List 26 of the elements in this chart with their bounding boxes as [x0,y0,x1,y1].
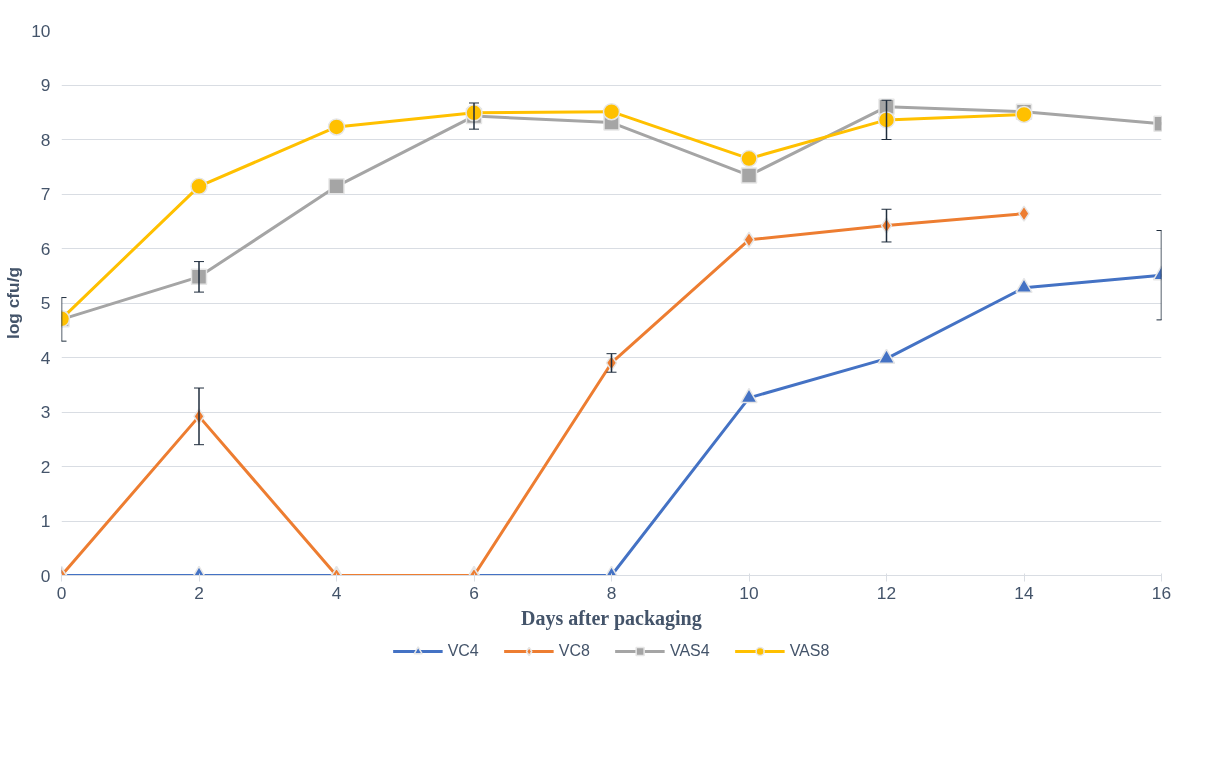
x-tick-label: 12 [876,582,897,603]
legend-label: VC8 [558,642,590,660]
y-tick-label: 9 [40,75,51,95]
y-tick-label: 3 [40,402,51,422]
x-tick-label: 6 [469,582,479,603]
x-tick-label: 4 [331,582,342,603]
legend-label: VAS8 [789,642,830,660]
x-tick-label: 8 [606,582,617,603]
y-tick-label: 1 [40,511,51,531]
y-tick-label: 7 [40,184,51,204]
y-tick-label: 6 [40,238,51,259]
x-tick-label: 10 [739,582,759,603]
x-axis-title: Days after packaging [520,606,702,630]
y-tick-label: 2 [40,456,51,477]
y-tick-label: 0 [40,565,51,586]
legend-label: VC4 [447,642,479,660]
x-tick-label: 14 [1014,582,1034,603]
y-tick-label: 5 [40,293,51,313]
y-axis-title: log cfu/g [3,266,24,340]
x-tick-label: 16 [1151,582,1172,603]
x-tick-label: 2 [194,582,204,603]
legend-label: VAS4 [669,642,710,660]
x-tick-label: 0 [56,582,67,603]
y-tick-label: 4 [40,347,51,368]
y-tick-label: 8 [40,129,51,150]
y-tick-label: 10 [31,20,51,41]
